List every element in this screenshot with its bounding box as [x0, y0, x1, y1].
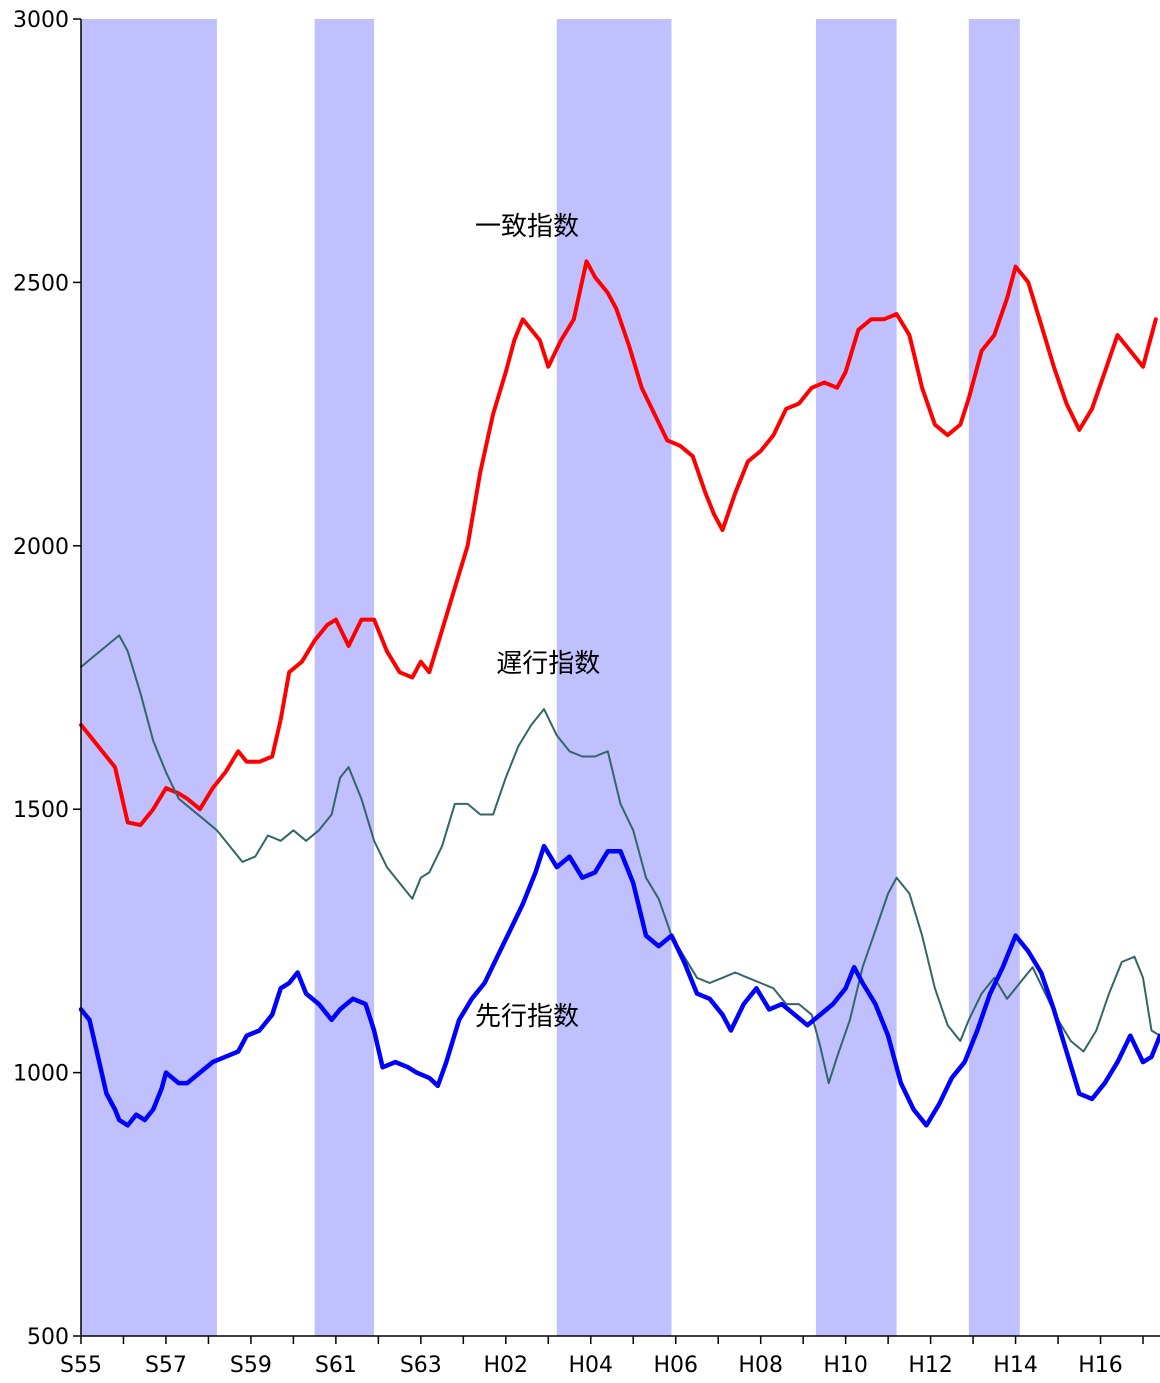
recession-band-2 — [314, 19, 375, 1336]
series-line-2 — [80, 634, 1160, 1085]
x-tick-label: H02 — [484, 1353, 529, 1378]
series-line-1 — [79, 259, 1158, 827]
y-tick-label: 2000 — [13, 535, 69, 560]
y-ticks: 3000 2500 2000 1500 1000 500 — [13, 8, 81, 1350]
x-tick-label: H10 — [823, 1353, 868, 1378]
x-tick-label: H14 — [993, 1353, 1038, 1378]
series-lines — [78, 259, 1160, 1128]
recession-band-1 — [81, 19, 217, 1336]
axes — [80, 19, 1160, 1337]
x-tick-label: H08 — [738, 1353, 783, 1378]
x-tick-label: H04 — [568, 1353, 613, 1378]
series-label-1: 一致指数 — [475, 212, 579, 242]
x-ticks: S55 S57 S59 S61 S63 H02 H04 H06 H08 H10 H12 H14 H16 — [60, 1336, 1144, 1378]
x-tick-label: S59 — [230, 1353, 272, 1378]
series-label-2: 遅行指数 — [496, 649, 600, 679]
x-tick-label: S61 — [315, 1353, 357, 1378]
recession-band-5 — [968, 19, 1020, 1336]
y-tick-label: 1500 — [13, 798, 69, 823]
y-tick-label: 500 — [27, 1325, 69, 1350]
y-tick-label: 1000 — [13, 1062, 69, 1087]
recession-bands — [81, 19, 1020, 1336]
x-tick-label: H06 — [653, 1353, 698, 1378]
x-tick-label: S57 — [145, 1353, 187, 1378]
x-tick-label: H16 — [1078, 1353, 1123, 1378]
series-line-3 — [78, 843, 1160, 1128]
recession-band-4 — [815, 19, 897, 1336]
x-tick-label: S63 — [400, 1353, 442, 1378]
x-tick-label: S55 — [60, 1353, 102, 1378]
series-label-3: 先行指数 — [475, 1002, 579, 1032]
x-tick-label: H12 — [908, 1353, 953, 1378]
y-tick-label: 2500 — [13, 271, 69, 296]
y-tick-label: 3000 — [13, 8, 69, 33]
recession-band-3 — [556, 19, 672, 1336]
